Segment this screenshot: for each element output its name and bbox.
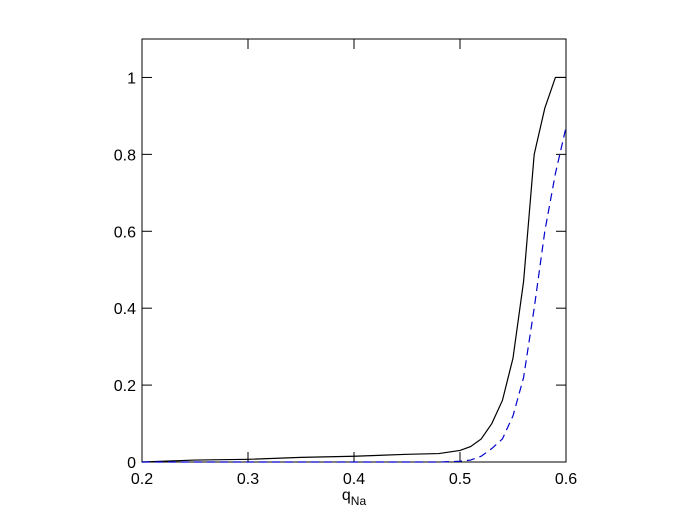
x-axis-label: qNa bbox=[342, 487, 367, 508]
x-label-main: q bbox=[342, 487, 351, 504]
y-tick-label: 0.4 bbox=[114, 301, 136, 318]
data-line bbox=[142, 127, 567, 463]
y-tick-label: 0.8 bbox=[114, 147, 136, 164]
x-tick-label: 0.5 bbox=[449, 471, 471, 488]
y-tick-label: 0.6 bbox=[114, 224, 136, 241]
x-tick-label: 0.2 bbox=[131, 471, 153, 488]
y-tick-label: 1 bbox=[127, 70, 136, 87]
y-tick-label: 0.2 bbox=[114, 378, 136, 395]
data-line bbox=[141, 76, 566, 463]
x-tick-label: 0.3 bbox=[237, 471, 259, 488]
y-tick-label: 0 bbox=[127, 455, 136, 472]
x-label-subscript: Na bbox=[351, 494, 367, 508]
x-tick-label: 0.6 bbox=[555, 471, 577, 488]
x-tick-label: 0.4 bbox=[343, 471, 365, 488]
